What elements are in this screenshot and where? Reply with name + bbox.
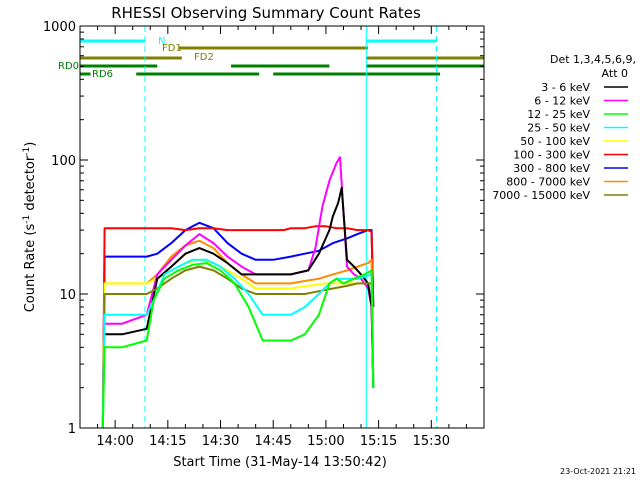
y-tick-label: 10 xyxy=(59,288,76,303)
series-line-6 xyxy=(101,221,375,429)
legend-header-line1: Det 1,3,4,5,6,9, xyxy=(550,53,636,66)
x-tick-label: 15:00 xyxy=(307,434,344,449)
x-axis-ticks: 14:00 14:15 14:30 14:45 15:00 15:15 15:30 xyxy=(79,26,485,449)
x-tick-label: 15:30 xyxy=(413,434,450,449)
y-axis-label-sup2: -1 xyxy=(22,147,32,156)
chart-title: RHESSI Observing Summary Count Rates xyxy=(111,4,421,22)
series-line-0 xyxy=(104,186,375,388)
y-axis-label-end: ) xyxy=(23,142,38,147)
plot-frame xyxy=(79,25,485,429)
state-label-rd0: RD0 xyxy=(58,61,79,72)
x-axis-label: Start Time (31-May-14 13:50:42) xyxy=(173,455,387,470)
legend-label: 7000 - 15000 keV xyxy=(492,189,590,202)
series-line-8 xyxy=(101,265,375,429)
legend-label: 6 - 12 keV xyxy=(534,95,590,108)
x-tick-label: 14:15 xyxy=(149,434,186,449)
series-line-7 xyxy=(101,239,375,429)
state-label-rd6: RD6 xyxy=(92,69,113,80)
legend-header-line2: Att 0 xyxy=(602,67,628,80)
y-axis-label-main: Count Rate (s xyxy=(23,224,38,313)
timestamp: 23-Oct-2021 21:21 xyxy=(560,467,636,476)
y-tick-label: 100 xyxy=(51,154,76,169)
y-tick-label: 1000 xyxy=(43,20,76,35)
legend-label: 800 - 7000 keV xyxy=(506,176,590,189)
y-tick-label: 1 xyxy=(68,422,76,437)
x-tick-label: 14:00 xyxy=(96,434,133,449)
y-axis-label-sup1: -1 xyxy=(22,215,32,224)
y-axis-label-mid: detector xyxy=(23,155,38,215)
series-layer xyxy=(101,156,375,429)
state-label-fd1: FD1 xyxy=(162,43,182,54)
vertical-marker-lines xyxy=(79,26,438,428)
legend-label: 50 - 100 keV xyxy=(520,135,590,148)
state-label-n: N xyxy=(158,36,165,47)
y-axis-ticks: 1 10 100 1000 xyxy=(43,20,484,437)
series-line-4 xyxy=(101,258,375,429)
series-line-3 xyxy=(101,258,375,429)
legend-label: 300 - 800 keV xyxy=(513,162,590,175)
x-tick-label: 15:15 xyxy=(360,434,397,449)
x-tick-label: 14:45 xyxy=(254,434,291,449)
legend-label: 25 - 50 keV xyxy=(527,122,590,135)
series-line-5 xyxy=(101,225,375,429)
state-label-fd2: FD2 xyxy=(194,52,214,63)
legend-label: 12 - 25 keV xyxy=(527,108,590,121)
legend-label: 100 - 300 keV xyxy=(513,149,590,162)
y-axis-label: Count Rate (s-1 detector-1) xyxy=(22,142,38,313)
legend-label: 3 - 6 keV xyxy=(541,81,590,94)
x-tick-label: 14:30 xyxy=(202,434,239,449)
series-line-2 xyxy=(101,262,375,429)
